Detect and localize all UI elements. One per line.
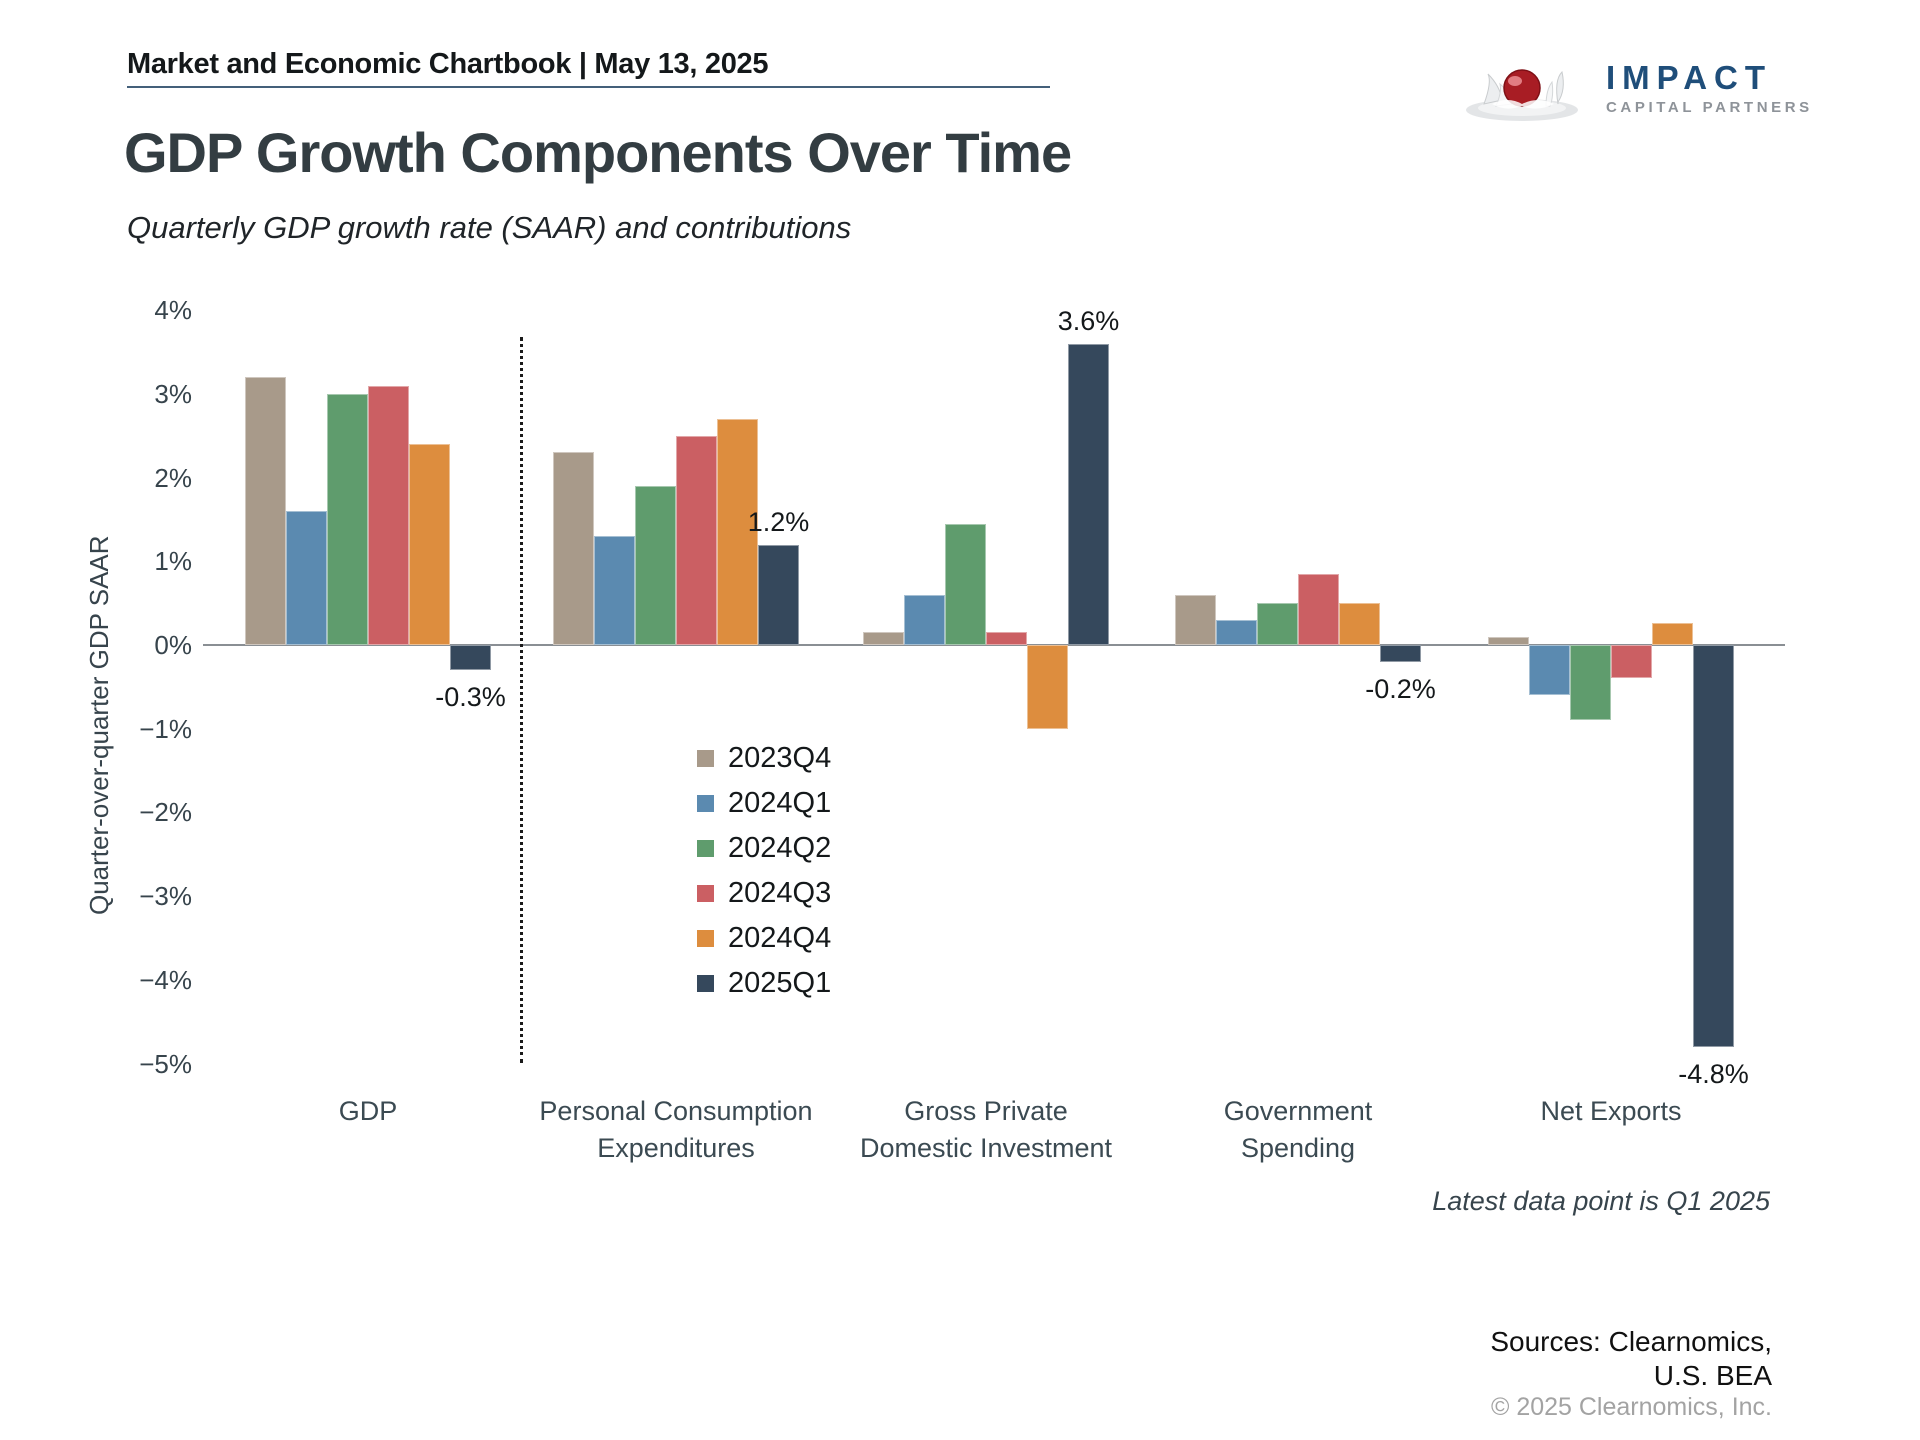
bar-value-label: 3.6% <box>1057 305 1120 336</box>
bar-government-2025q1 <box>1380 645 1421 662</box>
x-category-label-gdp: GDP <box>208 1093 528 1130</box>
legend-swatch-icon <box>697 930 714 947</box>
y-tick-label: −5% <box>139 1048 192 1079</box>
x-category-line: Expenditures <box>597 1133 755 1163</box>
y-tick-label: −2% <box>139 797 192 828</box>
bar-gross-private-2025q1 <box>1068 343 1109 645</box>
breadcrumb: Market and Economic Chartbook | May 13, … <box>127 48 769 80</box>
bar-value-label: -4.8% <box>1678 1058 1749 1089</box>
y-tick-label: 2% <box>154 462 192 493</box>
company-logo: IMPACT CAPITAL PARTNERS <box>1462 52 1813 124</box>
bar-personal-consumption-2025q1 <box>758 544 799 645</box>
bar-government-2024q2 <box>1257 603 1298 645</box>
x-category-label-personal-consumption: Personal Consumption Expenditures <box>516 1093 836 1167</box>
x-category-line: Gross Private <box>904 1096 1068 1126</box>
legend-swatch-icon <box>697 840 714 857</box>
logo-tagline-text: CAPITAL PARTNERS <box>1606 98 1813 116</box>
chart-legend: 2023Q4 2024Q1 2024Q2 2024Q3 2024Q4 2025Q1 <box>697 736 831 1006</box>
bar-net-exports-2025q1 <box>1693 645 1734 1047</box>
legend-swatch-icon <box>697 795 714 812</box>
logo-brand-text: IMPACT <box>1606 58 1773 96</box>
latest-data-note: Latest data point is Q1 2025 <box>1432 1186 1770 1216</box>
bar-net-exports-2024q1 <box>1529 645 1570 696</box>
legend-label: 2023Q4 <box>728 742 832 774</box>
legend-label: 2024Q4 <box>728 922 832 954</box>
zero-baseline <box>203 644 1785 646</box>
bar-government-2024q4 <box>1339 603 1380 645</box>
page-title: GDP Growth Components Over Time <box>124 121 1072 184</box>
bar-gdp-2023q4 <box>245 377 286 645</box>
legend-item-2024q2: 2024Q2 <box>697 826 831 871</box>
sources-line-2: U.S. BEA <box>1653 1360 1772 1391</box>
bar-personal-consumption-2024q4 <box>717 419 758 645</box>
bar-government-2024q3 <box>1298 573 1339 645</box>
x-category-label-gross-private: Gross Private Domestic Investment <box>826 1093 1146 1167</box>
legend-label: 2024Q1 <box>728 787 832 819</box>
x-category-label-government: Government Spending <box>1138 1093 1458 1167</box>
y-tick-label: −3% <box>139 881 192 912</box>
x-category-line: Personal Consumption <box>539 1096 813 1126</box>
legend-swatch-icon <box>697 885 714 902</box>
legend-swatch-icon <box>697 975 714 992</box>
bar-net-exports-2023q4 <box>1488 636 1529 645</box>
bar-value-label: -0.3% <box>435 682 506 713</box>
y-tick-label: 0% <box>154 630 192 660</box>
page-subtitle: Quarterly GDP growth rate (SAAR) and con… <box>127 210 852 245</box>
x-category-line: Government <box>1223 1096 1373 1126</box>
x-category-label-net-exports: Net Exports <box>1451 1093 1771 1130</box>
legend-label: 2024Q2 <box>728 832 832 864</box>
y-tick-label: 3% <box>154 378 192 409</box>
bar-gdp-2024q2 <box>327 393 368 645</box>
bar-net-exports-2024q4 <box>1652 623 1693 645</box>
copyright-note: © 2025 Clearnomics, Inc. <box>1490 1393 1772 1421</box>
bar-net-exports-2024q2 <box>1570 645 1611 721</box>
bar-gross-private-2023q4 <box>863 632 904 645</box>
header-divider <box>127 86 1050 88</box>
cherry-splash-icon <box>1462 52 1590 124</box>
bar-personal-consumption-2023q4 <box>553 452 594 645</box>
x-category-line: Domestic Investment <box>859 1133 1113 1163</box>
bar-government-2023q4 <box>1175 594 1216 645</box>
legend-item-2024q3: 2024Q3 <box>697 871 831 916</box>
bar-personal-consumption-2024q1 <box>594 536 635 645</box>
y-axis-title: Quarter-over-quarter GDP SAAR <box>84 535 114 915</box>
legend-label: 2024Q3 <box>728 877 832 909</box>
bar-gdp-2024q1 <box>286 511 327 645</box>
y-tick-label: 4% <box>154 295 192 326</box>
bar-personal-consumption-2024q2 <box>635 485 676 645</box>
bar-gross-private-2024q3 <box>986 632 1027 645</box>
legend-item-2024q1: 2024Q1 <box>697 781 831 826</box>
legend-label: 2025Q1 <box>728 967 832 999</box>
sources-note: Sources: Clearnomics, U.S. BEA <box>1490 1325 1772 1393</box>
bar-net-exports-2024q3 <box>1611 645 1652 679</box>
y-tick-label: −1% <box>139 713 192 744</box>
y-tick-label: 1% <box>154 546 192 577</box>
legend-item-2024q4: 2024Q4 <box>697 916 831 961</box>
legend-item-2023q4: 2023Q4 <box>697 736 831 781</box>
x-category-line: Net Exports <box>1540 1096 1682 1126</box>
y-tick-label: −4% <box>139 964 192 995</box>
sources-line-1: Sources: Clearnomics, <box>1490 1326 1772 1357</box>
bar-government-2024q1 <box>1216 619 1257 645</box>
bar-gross-private-2024q2 <box>945 523 986 645</box>
bar-value-label: 1.2% <box>747 506 810 537</box>
bar-personal-consumption-2024q3 <box>676 435 717 645</box>
bar-gdp-2024q3 <box>368 385 409 645</box>
x-category-line: GDP <box>338 1096 398 1126</box>
bar-gross-private-2024q4 <box>1027 645 1068 729</box>
bar-value-label: -0.2% <box>1365 673 1436 704</box>
gdp-separator-dotted-line <box>520 337 523 1063</box>
bar-gdp-2024q4 <box>409 444 450 645</box>
logo-wordmark: IMPACT CAPITAL PARTNERS <box>1606 58 1813 116</box>
bar-gross-private-2024q1 <box>904 594 945 645</box>
legend-item-2025q1: 2025Q1 <box>697 961 831 1006</box>
x-category-line: Spending <box>1240 1133 1356 1163</box>
bar-gdp-2025q1 <box>450 645 491 671</box>
legend-swatch-icon <box>697 750 714 767</box>
